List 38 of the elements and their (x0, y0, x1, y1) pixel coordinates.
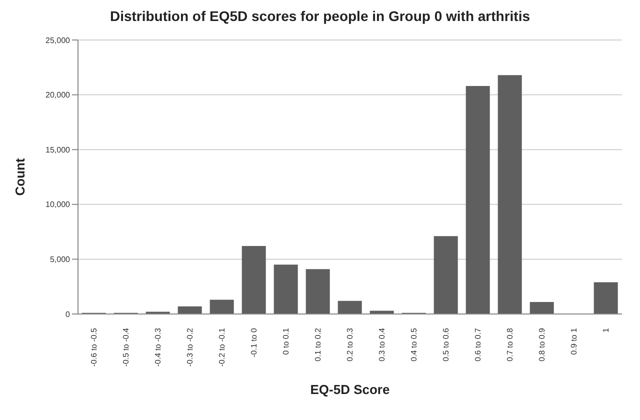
x-tick-label: -0.6 to -0.5 (90, 327, 98, 367)
x-tick-label: 0.2 to 0.3 (346, 327, 354, 362)
bar (594, 282, 618, 314)
y-tick-label: 20,000 (46, 90, 71, 100)
bar (370, 310, 394, 314)
x-tick-label: 0.9 to 1 (570, 327, 578, 355)
x-tick-label: 0.3 to 0.4 (378, 327, 386, 362)
x-tick-label: -0.4 to -0.3 (154, 327, 162, 367)
y-tick-label: 25,000 (46, 36, 71, 45)
x-tick-label: 0.8 to 0.9 (538, 327, 546, 362)
bar (242, 246, 266, 314)
x-tick-label: 0.6 to 0.7 (474, 327, 482, 362)
x-tick-label: 0.7 to 0.8 (506, 327, 514, 362)
y-tick-label: 10,000 (46, 200, 71, 210)
y-tick-label: 5,000 (50, 255, 71, 264)
x-tick-label: 0.1 to 0.2 (314, 327, 322, 362)
bar (210, 300, 234, 314)
x-tick-label: 0 to 0.1 (282, 327, 290, 355)
y-axis-title: Count (12, 158, 28, 196)
bar (338, 300, 362, 314)
x-tick-label: 1 (602, 327, 610, 332)
x-tick-label: -0.5 to -0.4 (122, 327, 130, 367)
x-tick-label: -0.3 to -0.2 (186, 327, 194, 367)
bar (434, 236, 458, 314)
x-tick-label: -0.1 to 0 (250, 327, 258, 358)
x-tick-label: -0.2 to -0.1 (218, 327, 226, 367)
bar (306, 269, 330, 314)
x-axis-title: EQ-5D Score (310, 382, 390, 397)
chart-title: Distribution of EQ5D scores for people in Group 0 with arthritis (108, 8, 532, 24)
bar (178, 306, 202, 314)
bar (274, 264, 298, 314)
x-tick-label: 0.5 to 0.6 (442, 327, 450, 362)
y-tick-label: 15,000 (46, 145, 71, 154)
bar (466, 86, 490, 314)
y-tick-label: 0 (66, 310, 71, 319)
x-tick-label: 0.4 to 0.5 (410, 327, 418, 362)
bar (498, 75, 522, 314)
bar (530, 302, 554, 314)
